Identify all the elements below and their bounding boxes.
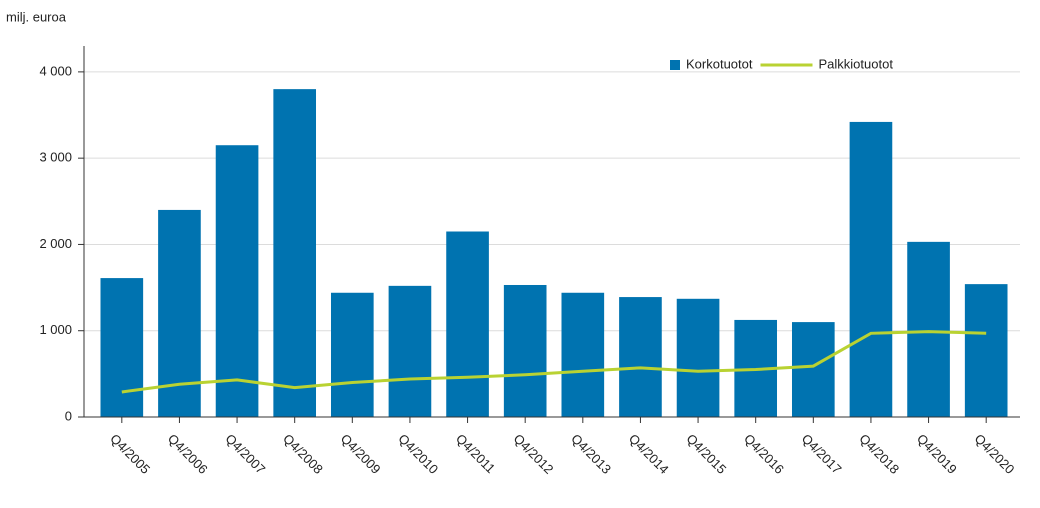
x-tick-label: Q4/2010: [395, 431, 441, 477]
y-axis-label: milj. euroa: [6, 9, 67, 24]
bar: [907, 241, 950, 417]
x-tick-label: Q4/2008: [280, 431, 326, 477]
bar: [100, 278, 144, 417]
bar: [849, 121, 893, 417]
y-tick-label: 4 000: [39, 63, 72, 78]
bar: [503, 284, 547, 417]
x-tick-label: Q4/2011: [453, 431, 498, 476]
x-tick-label: Q4/2019: [914, 431, 960, 477]
x-tick-label: Q4/2013: [568, 431, 614, 477]
line: [121, 330, 987, 394]
x-tick-label: Q4/2006: [165, 431, 211, 477]
x-tick-label: Q4/2016: [741, 431, 787, 477]
x-tick-label: Q4/2005: [107, 431, 153, 477]
legend-swatch: [670, 60, 680, 70]
bar: [964, 284, 1008, 417]
bar: [273, 89, 317, 418]
bar: [791, 322, 835, 417]
legend-label: Korkotuotot: [686, 56, 753, 71]
y-tick-label: 1 000: [39, 322, 72, 337]
bar: [330, 292, 374, 417]
y-tick-label: 2 000: [39, 236, 72, 251]
x-tick-label: Q4/2020: [972, 431, 1018, 477]
x-tick-label: Q4/2014: [626, 431, 672, 477]
x-tick-label: Q4/2018: [856, 431, 902, 477]
bar: [619, 297, 662, 417]
x-tick-label: Q4/2012: [511, 431, 557, 477]
bar: [561, 292, 605, 417]
bar: [388, 285, 432, 417]
x-tick-label: Q4/2007: [223, 431, 269, 477]
x-tick-label: Q4/2015: [684, 431, 730, 477]
y-tick-label: 0: [65, 408, 72, 423]
bar: [676, 298, 720, 417]
y-tick-label: 3 000: [39, 150, 72, 165]
bar: [446, 231, 489, 417]
x-tick-label: Q4/2009: [338, 431, 384, 477]
bar: [215, 145, 259, 417]
legend-label: Palkkiotuotot: [819, 56, 894, 71]
x-tick-label: Q4/2017: [799, 431, 845, 477]
